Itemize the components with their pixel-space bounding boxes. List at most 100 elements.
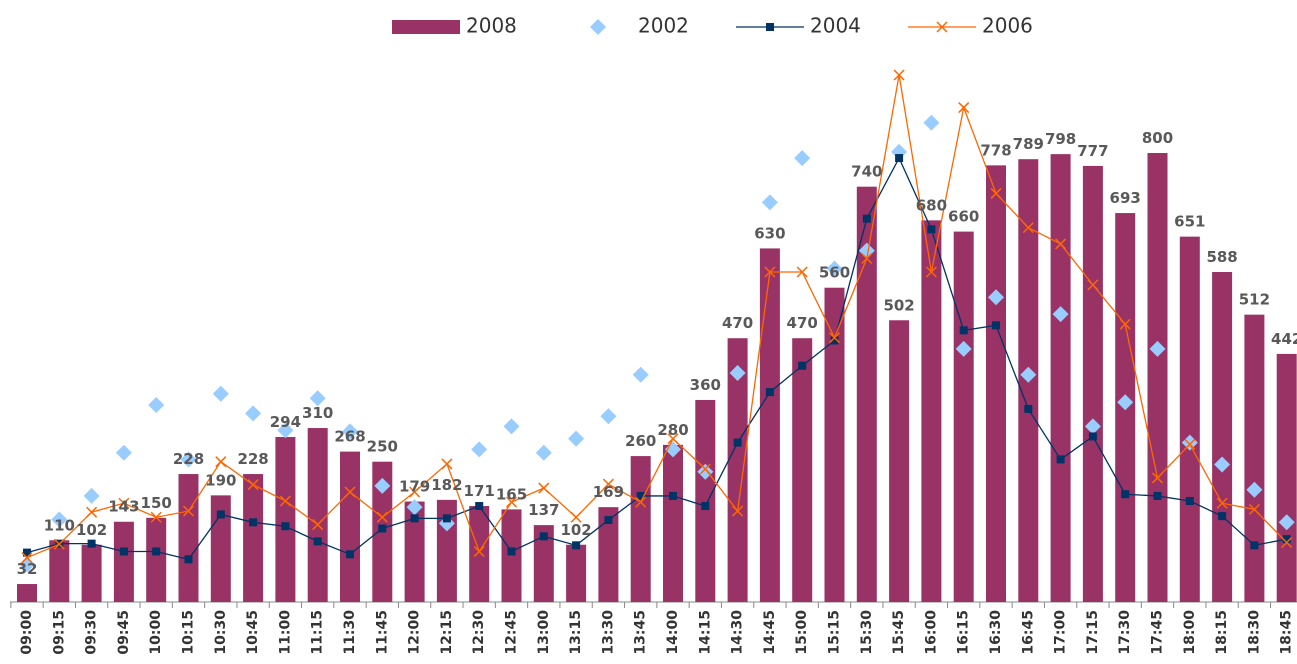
x-tick-label: 16:15	[956, 610, 972, 655]
bar	[824, 287, 845, 602]
x-marker	[958, 102, 970, 114]
data-label: 280	[657, 421, 688, 439]
square-marker	[475, 502, 484, 511]
x-marker	[861, 252, 873, 265]
x-marker	[312, 519, 324, 531]
data-label: 102	[560, 521, 591, 539]
x-tick-label: 17:00	[1053, 610, 1069, 655]
legend-marker	[766, 23, 774, 31]
square-marker	[733, 438, 742, 447]
square-marker	[1121, 490, 1130, 499]
x-tick-label: 09:45	[116, 610, 132, 655]
x-marker	[828, 332, 841, 344]
diamond-marker	[1052, 306, 1069, 323]
diamond-marker	[277, 422, 294, 439]
diamond-marker	[1181, 434, 1198, 451]
x-marker	[1184, 438, 1196, 450]
data-label: 228	[237, 450, 268, 468]
square-marker	[152, 547, 161, 556]
bar	[146, 517, 167, 602]
data-label: 470	[722, 314, 753, 332]
bar	[275, 436, 296, 602]
x-tick-label: 11:15	[310, 610, 326, 655]
diamond-marker	[19, 556, 35, 573]
data-label: 789	[1013, 135, 1044, 153]
legend-label: 2002	[638, 14, 689, 38]
x-marker	[473, 545, 485, 558]
x-marker	[796, 266, 808, 278]
x-tick-label: 14:30	[730, 610, 746, 655]
bar	[49, 540, 70, 602]
square-marker	[1250, 541, 1259, 550]
x-marker	[279, 495, 291, 507]
diamond-marker	[83, 487, 100, 504]
bar	[566, 544, 587, 602]
bar	[598, 507, 619, 602]
bar	[856, 186, 877, 602]
data-label: 360	[690, 376, 721, 394]
diamond-marker	[148, 397, 165, 414]
diamond-marker	[632, 366, 649, 383]
square-marker	[830, 336, 839, 345]
data-label: 102	[76, 521, 107, 539]
square-marker	[572, 541, 581, 550]
diamond-marker	[1246, 481, 1263, 498]
diamond-marker	[955, 340, 972, 357]
square-marker	[765, 388, 774, 397]
diamond-marker	[309, 390, 326, 407]
x-tick-label: 10:45	[245, 610, 261, 655]
data-label: 182	[431, 476, 462, 494]
x-tick-label: 13:45	[633, 610, 649, 655]
square-marker	[87, 539, 96, 548]
data-label: 560	[819, 264, 850, 282]
x-tick-label: 13:00	[536, 610, 552, 655]
diamond-marker	[923, 114, 940, 131]
diamond-marker	[761, 194, 778, 211]
square-marker	[1056, 455, 1065, 464]
square-marker	[1153, 491, 1162, 500]
data-label: 777	[1077, 142, 1108, 160]
data-label: 143	[108, 498, 139, 516]
data-label: 268	[334, 428, 365, 446]
line	[26, 156, 1287, 561]
x-marker	[699, 463, 711, 475]
bar	[1082, 165, 1103, 603]
square-marker	[281, 522, 290, 531]
x-tick-label: 17:15	[1085, 610, 1101, 655]
diamond-marker	[471, 441, 488, 458]
bar	[307, 428, 328, 602]
bar	[17, 584, 37, 602]
x-tick-label: 17:45	[1150, 610, 1166, 655]
data-label: 651	[1174, 213, 1205, 231]
square-marker	[604, 516, 613, 525]
square-marker	[1088, 432, 1097, 441]
data-label: 165	[496, 485, 527, 503]
square-marker	[927, 225, 936, 234]
diamond-marker	[697, 463, 714, 480]
bar	[630, 456, 651, 602]
bar	[1276, 353, 1297, 602]
x-marker	[118, 497, 130, 509]
diamond-marker	[1084, 418, 1101, 435]
bar	[889, 320, 910, 602]
square-marker	[959, 326, 968, 335]
x-tick-label: 18:00	[1182, 610, 1198, 655]
diamond-marker	[180, 451, 197, 468]
x-marker	[441, 458, 453, 470]
diamond-marker	[1020, 366, 1037, 383]
bar	[1050, 154, 1071, 602]
square-marker	[23, 548, 31, 557]
data-label: 442	[1271, 330, 1297, 348]
x-marker	[182, 505, 195, 517]
x-marker	[602, 478, 614, 490]
x-marker	[764, 266, 776, 278]
square-marker	[701, 502, 710, 511]
x-marker	[1216, 497, 1228, 509]
x-marker	[505, 496, 518, 508]
x-tick-label: 17:30	[1117, 610, 1133, 655]
legend-item: 2006	[908, 14, 1033, 38]
square-marker	[798, 361, 807, 370]
x-marker	[570, 511, 582, 523]
bar	[178, 474, 199, 602]
